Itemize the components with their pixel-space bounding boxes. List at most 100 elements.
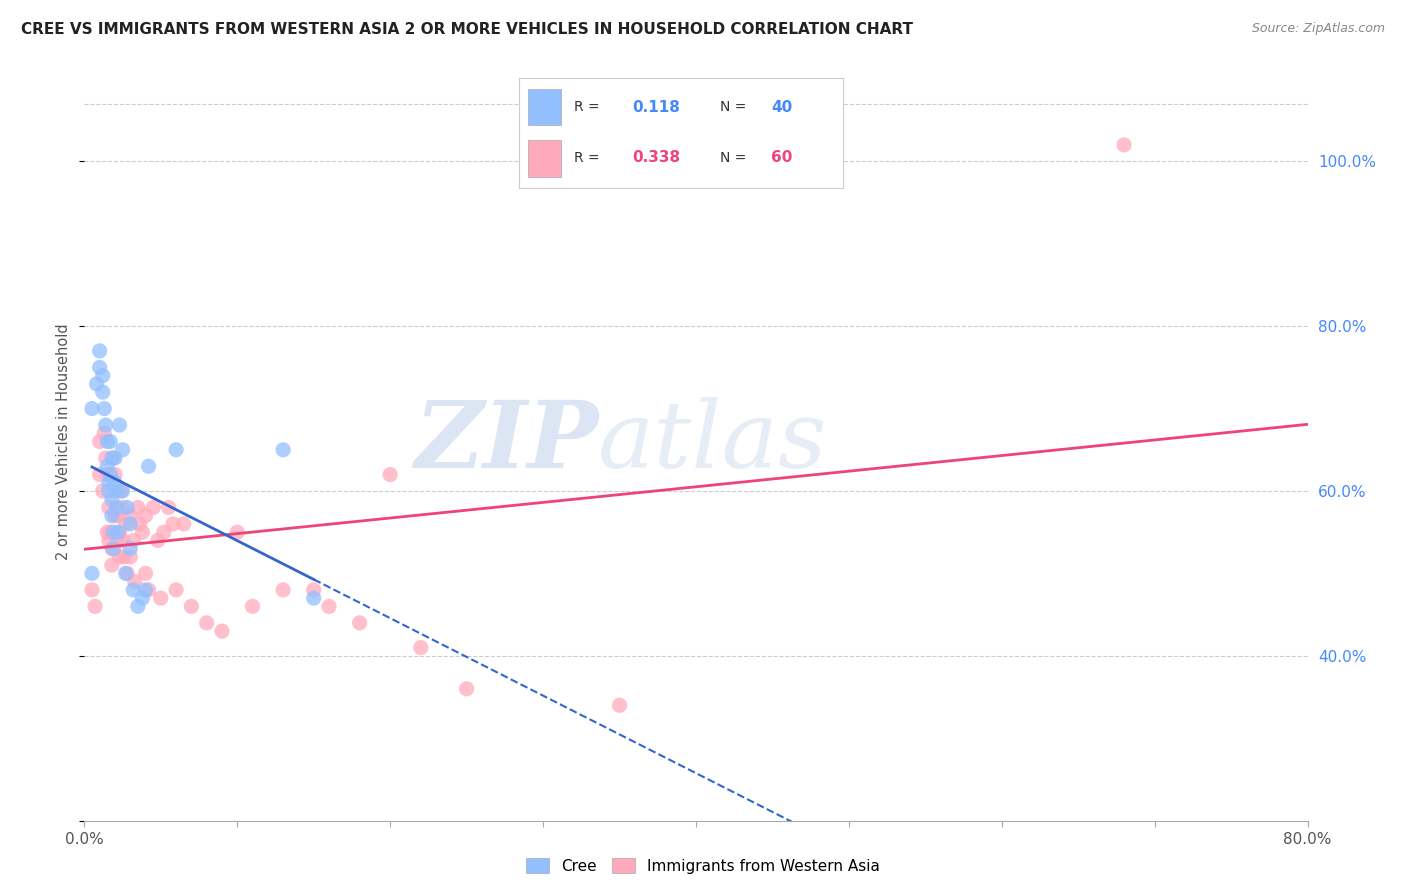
Point (98, 467, 121, 482)
Point (112, 549, 135, 564)
Point (165, 582, 187, 597)
Point (96, 459, 118, 474)
Point (131, 591, 153, 606)
Point (135, 508, 157, 523)
Point (1114, 137, 1136, 152)
Text: CREE VS IMMIGRANTS FROM WESTERN ASIA 2 OR MORE VEHICLES IN HOUSEHOLD CORRELATION: CREE VS IMMIGRANTS FROM WESTERN ASIA 2 O… (21, 22, 912, 37)
Point (105, 500, 128, 515)
Point (111, 500, 134, 515)
Point (108, 525, 131, 540)
Point (138, 459, 160, 474)
Point (173, 516, 195, 531)
Legend: Cree, Immigrants from Western Asia: Cree, Immigrants from Western Asia (520, 852, 886, 880)
Point (127, 599, 149, 614)
Point (124, 574, 146, 589)
Point (107, 533, 129, 548)
Point (104, 467, 127, 482)
Point (456, 681, 478, 696)
Point (318, 599, 340, 614)
Point (97, 533, 120, 548)
Point (120, 549, 142, 564)
Point (93, 426, 115, 441)
Point (89, 434, 111, 449)
Point (97, 475, 120, 490)
Text: Source: ZipAtlas.com: Source: ZipAtlas.com (1251, 22, 1385, 36)
Point (97, 483, 120, 498)
Point (114, 516, 136, 531)
Point (226, 525, 249, 540)
Point (111, 483, 134, 498)
Point (131, 525, 153, 540)
Point (111, 533, 134, 548)
Point (149, 591, 172, 606)
Point (122, 582, 145, 597)
Point (122, 533, 145, 548)
Point (153, 525, 176, 540)
Point (86, 376, 108, 391)
Point (91, 368, 114, 383)
Point (96, 467, 118, 482)
Point (93, 401, 115, 416)
Point (91, 385, 114, 400)
Point (380, 467, 402, 482)
Point (162, 516, 184, 531)
Point (120, 516, 142, 531)
Point (89, 360, 111, 375)
Point (97, 500, 120, 515)
Point (94, 450, 117, 465)
Point (103, 525, 125, 540)
Point (84, 599, 107, 614)
Point (104, 450, 127, 465)
Point (104, 508, 127, 523)
Point (211, 624, 233, 639)
Point (114, 566, 136, 581)
Point (103, 541, 125, 556)
Point (135, 566, 157, 581)
Point (302, 582, 325, 597)
Point (80, 566, 103, 581)
Point (89, 467, 111, 482)
Point (142, 500, 165, 515)
Point (98, 525, 121, 540)
Point (101, 541, 124, 556)
Point (180, 599, 202, 614)
Point (609, 698, 631, 713)
Point (101, 492, 124, 507)
Point (349, 615, 371, 630)
Point (108, 418, 131, 433)
Text: atlas: atlas (598, 397, 828, 486)
Point (108, 549, 131, 564)
Point (94, 418, 117, 433)
Point (120, 541, 142, 556)
Point (107, 508, 129, 523)
Point (128, 516, 150, 531)
Point (103, 450, 125, 465)
Point (195, 615, 218, 630)
Point (409, 640, 432, 655)
Point (107, 525, 129, 540)
Point (127, 500, 149, 515)
Point (242, 599, 264, 614)
Point (101, 450, 124, 465)
Point (104, 475, 127, 490)
Point (135, 582, 157, 597)
Point (271, 442, 294, 457)
Text: ZIP: ZIP (413, 397, 598, 486)
Point (105, 500, 128, 515)
Point (98, 434, 121, 449)
Point (80, 582, 103, 597)
Point (115, 500, 138, 515)
Y-axis label: 2 or more Vehicles in Household: 2 or more Vehicles in Household (56, 323, 72, 560)
Point (91, 483, 114, 498)
Point (110, 483, 132, 498)
Point (89, 343, 111, 358)
Point (101, 558, 124, 573)
Point (115, 566, 138, 581)
Point (302, 591, 325, 606)
Point (120, 508, 142, 523)
Point (105, 483, 128, 498)
Point (111, 442, 134, 457)
Point (165, 442, 187, 457)
Point (146, 533, 169, 548)
Point (157, 500, 180, 515)
